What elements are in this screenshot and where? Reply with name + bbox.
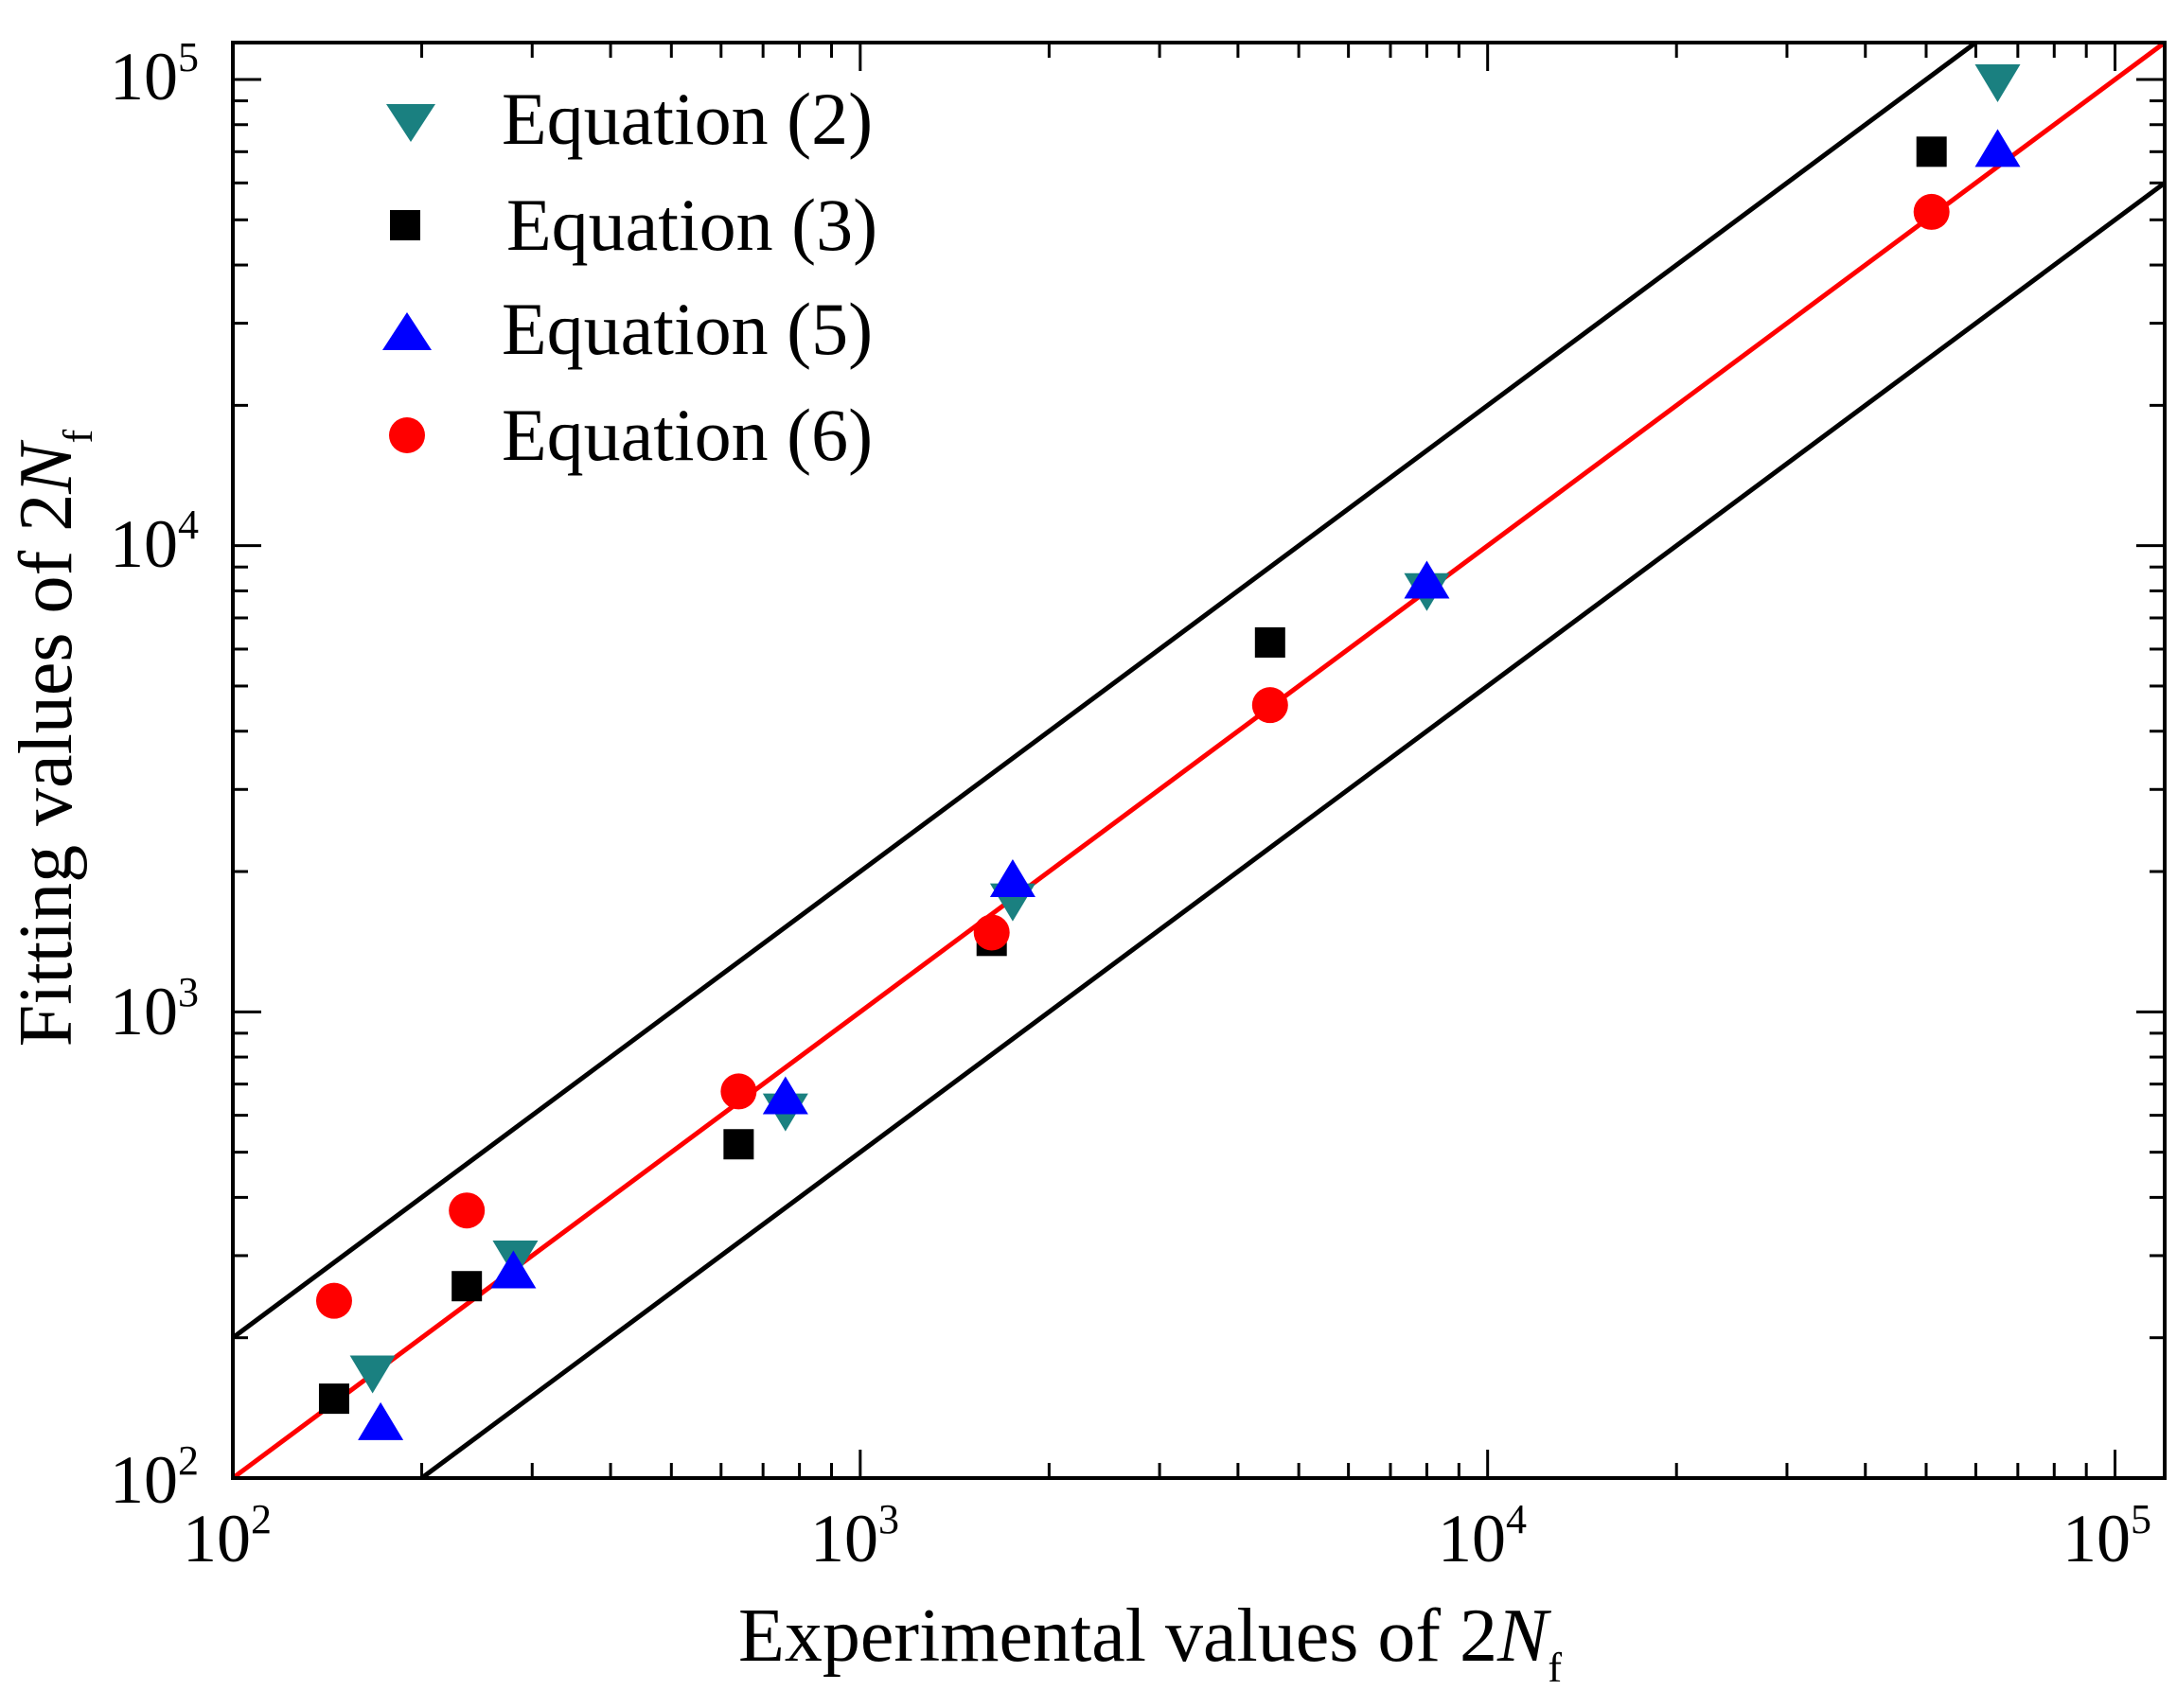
legend-label-equation-3: Equation (3) [506, 184, 877, 266]
legend-marker-triangle-up [382, 312, 432, 350]
reference-lines [233, 43, 2165, 1478]
reference-line-perfect-fit [233, 43, 2165, 1478]
x-tick-label-2: 104 [1438, 1496, 1527, 1576]
plot-frame [231, 41, 2167, 1480]
legend-label-equation-5: Equation (5) [502, 288, 873, 370]
legend-item-equation-2: Equation (2) [386, 78, 873, 160]
data-markers [315, 64, 2021, 1440]
x-tick-label-1: 103 [810, 1496, 899, 1576]
marker-series-1-point-2 [723, 1129, 754, 1160]
y-tick-label-3: 105 [110, 34, 199, 114]
marker-series-2-point-0 [358, 1401, 404, 1440]
marker-series-3-point-3 [973, 914, 1010, 951]
marker-series-3-point-4 [1251, 687, 1288, 724]
marker-series-1-point-1 [451, 1271, 483, 1302]
x-tick-label-3: 105 [2062, 1496, 2151, 1576]
marker-series-2-point-1 [490, 1250, 537, 1289]
marker-series-0-point-0 [349, 1355, 396, 1394]
marker-series-2-point-3 [989, 859, 1035, 898]
marker-series-3-point-2 [720, 1073, 757, 1110]
x-axis-title: Experimental values of 2Nf [738, 1594, 1562, 1691]
marker-series-0-point-5 [1974, 64, 2021, 103]
legend-marker-circle [389, 417, 425, 453]
marker-series-1-point-0 [318, 1383, 349, 1415]
x-tick-labels: 102 103 104 105 [183, 1496, 2151, 1576]
x-tick-label-0: 102 [183, 1496, 272, 1576]
marker-series-1-point-5 [1916, 136, 1947, 167]
legend: Equation (2) Equation (3) Equation (5) E… [382, 78, 877, 476]
y-tick-label-0: 102 [110, 1437, 199, 1518]
legend-item-equation-5: Equation (5) [382, 288, 873, 370]
marker-series-3-point-0 [315, 1282, 352, 1319]
reference-line-lower-band [417, 180, 2165, 1478]
legend-label-equation-6: Equation (6) [502, 394, 873, 476]
marker-series-3-point-5 [1913, 193, 1950, 230]
y-tick-label-2: 104 [110, 502, 199, 582]
marker-series-1-point-4 [1254, 626, 1285, 658]
marker-series-2-point-2 [762, 1076, 808, 1115]
y-axis-title: Fitting values of 2Nf [5, 429, 101, 1047]
y-tick-label-1: 103 [110, 969, 199, 1049]
legend-label-equation-2: Equation (2) [502, 78, 873, 160]
marker-series-3-point-1 [449, 1192, 486, 1229]
legend-marker-triangle-down [386, 104, 435, 142]
legend-item-equation-3: Equation (3) [390, 184, 877, 266]
marker-series-2-point-4 [1404, 560, 1450, 599]
reference-line-upper-band [233, 43, 1980, 1341]
legend-item-equation-6: Equation (6) [389, 394, 873, 476]
y-tick-labels: 102 103 104 105 [110, 34, 199, 1518]
legend-marker-square [390, 210, 420, 240]
marker-series-2-point-5 [1974, 129, 2021, 167]
